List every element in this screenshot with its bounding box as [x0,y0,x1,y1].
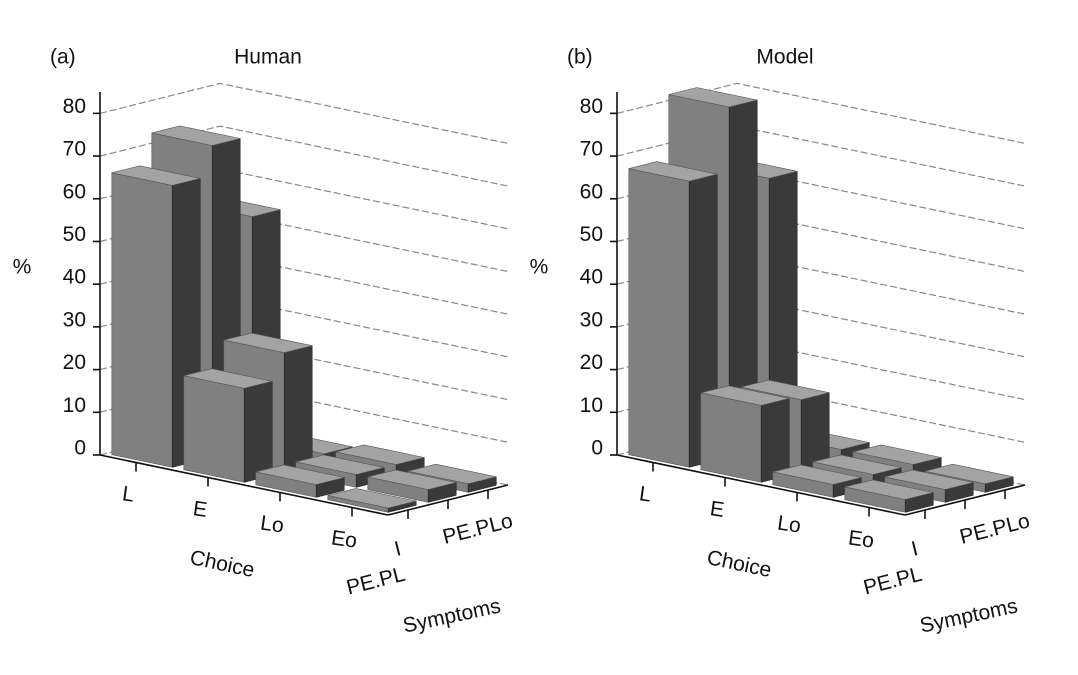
z-tick-label: PE.PL [344,563,407,600]
chart-title: Model [756,46,813,69]
z-axis-label: Symptoms [401,595,503,638]
y-tick-label: 70 [580,138,603,161]
bar-front [700,392,762,483]
x-axis-label: Choice [705,546,774,582]
grid-line [616,82,1026,144]
bar-top [772,464,862,485]
x-tick-label: Lo [776,512,802,538]
grid-line [99,125,509,187]
x-tick-label: Eo [330,526,359,552]
bar-top [628,161,718,182]
z-tick-label: I [909,537,920,561]
z-tick-label: PE.PL [861,563,924,600]
x-tick-label: Lo [259,512,285,538]
y-tick-label: 20 [580,351,603,374]
bar-top [295,454,385,475]
z-tick-label: PE.PLo [957,509,1032,549]
bar-top [151,125,241,146]
bar-top [407,463,497,485]
chart-title: Human [234,46,302,69]
x-tick-label: E [192,497,209,522]
x-axis-label: Choice [188,546,257,582]
bar-top [335,444,425,465]
y-tick-label: 30 [580,308,603,331]
bar-top [367,469,457,490]
x-tick-label: L [121,482,136,506]
bar-top [327,488,417,509]
bar-top [740,379,830,401]
y-tick-label: 30 [63,308,86,331]
y-tick-label: 80 [580,95,603,118]
bar-front [628,168,690,468]
y-tick-label: 40 [63,266,86,289]
bar-front [183,375,245,483]
bar-top [700,385,790,406]
y-tick-label: 20 [63,351,86,374]
bar-top [884,469,974,490]
x-axis [99,454,389,516]
z-tick-label: I [392,537,403,561]
bar-front [111,172,173,468]
y-tick-label: 60 [580,180,603,203]
y-tick-label: 80 [63,95,86,118]
panel-label: (b) [567,46,593,69]
y-axis-label: % [13,256,32,279]
bar-side [243,380,273,483]
bar-top [812,454,902,475]
panel-label: (a) [50,46,76,69]
y-axis-label: % [530,256,549,279]
x-axis [616,454,906,516]
bar-top [255,464,345,485]
y-tick-label: 10 [580,394,603,417]
x-tick-label: Eo [847,526,876,552]
bar-top [852,444,942,465]
x-tick-label: E [709,497,726,522]
y-tick-label: 0 [591,437,603,460]
grid-line [99,82,509,144]
bar-top [223,332,313,354]
y-tick-label: 10 [63,394,86,417]
bar-top [924,463,1014,485]
z-tick-label: PE.PLo [440,509,515,549]
bar-side [283,345,313,473]
y-tick-label: 40 [580,266,603,289]
y-tick-label: 70 [63,138,86,161]
bar-top [111,165,201,186]
bar-top [668,87,758,108]
bar-top [844,479,934,500]
y-tick-label: 60 [63,180,86,203]
y-tick-label: 50 [580,223,603,246]
bar-top [183,368,273,389]
y-tick-label: 50 [63,223,86,246]
x-tick-label: L [638,482,653,506]
y-tick-label: 0 [74,437,86,460]
z-axis-label: Symptoms [918,595,1020,638]
